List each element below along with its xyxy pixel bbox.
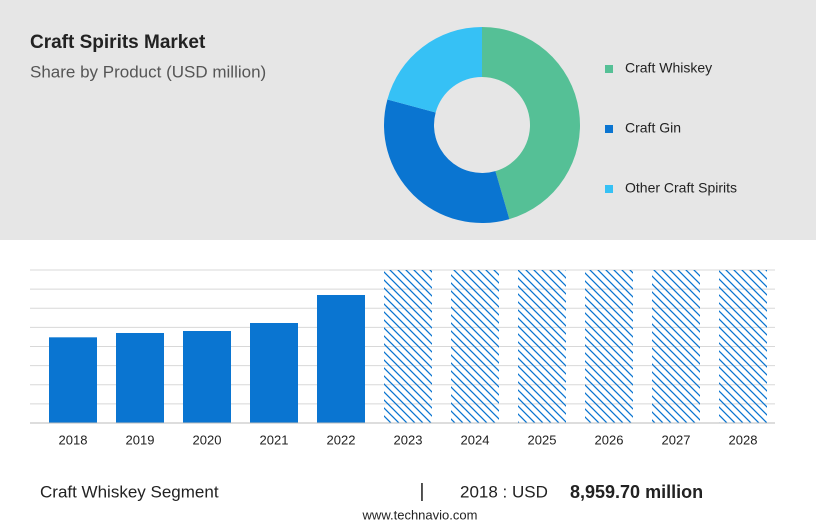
- donut-segment: [387, 27, 482, 113]
- legend-swatch: [605, 185, 613, 193]
- footer-year: 2018 : USD: [460, 482, 548, 501]
- legend-label: Other Craft Spirits: [625, 180, 737, 196]
- bar: [585, 270, 633, 423]
- chart-subtitle: Share by Product (USD million): [30, 62, 266, 81]
- legend-label: Craft Gin: [625, 120, 681, 136]
- bar: [183, 330, 231, 423]
- legend-swatch: [605, 125, 613, 133]
- bar: [518, 270, 566, 423]
- x-tick-label: 2021: [260, 432, 289, 447]
- x-tick-label: 2028: [729, 432, 758, 447]
- bar: [719, 270, 767, 423]
- bar: [451, 270, 499, 423]
- legend-swatch: [605, 65, 613, 73]
- x-tick-label: 2020: [193, 432, 222, 447]
- legend-label: Craft Whiskey: [625, 60, 712, 76]
- footer-segment: Craft Whiskey Segment: [40, 482, 219, 501]
- footer-value: 8,959.70 million: [570, 482, 703, 502]
- x-tick-label: 2023: [394, 432, 423, 447]
- x-tick-label: 2026: [595, 432, 624, 447]
- bar: [49, 337, 97, 423]
- x-tick-label: 2019: [126, 432, 155, 447]
- x-tick-label: 2025: [528, 432, 557, 447]
- bar: [317, 294, 365, 423]
- x-tick-label: 2022: [327, 432, 356, 447]
- footer-separator: |: [420, 481, 425, 502]
- bar: [652, 270, 700, 423]
- x-tick-label: 2018: [59, 432, 88, 447]
- bar: [116, 332, 164, 423]
- donut-segment: [482, 27, 580, 220]
- donut-segment: [384, 99, 510, 223]
- x-tick-label: 2024: [461, 432, 490, 447]
- chart-title: Craft Spirits Market: [30, 32, 206, 53]
- bar: [384, 270, 432, 423]
- bar: [250, 322, 298, 423]
- footer-source: www.technavio.com: [362, 507, 478, 522]
- x-tick-label: 2027: [662, 432, 691, 447]
